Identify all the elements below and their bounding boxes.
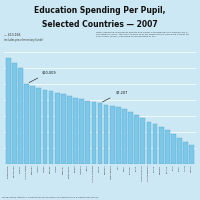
Bar [79, 99, 84, 164]
Text: $10,009: $10,009 [29, 70, 57, 83]
Bar [18, 68, 23, 164]
Bar [140, 118, 145, 164]
Bar [55, 93, 60, 164]
Bar [12, 63, 17, 164]
Text: $7,207: $7,207 [102, 90, 128, 102]
Bar [189, 145, 194, 164]
Bar [122, 109, 127, 164]
Bar [110, 106, 115, 164]
Text: Note: Spending represents private and public expenditures for elementary e
educa: Note: Spending represents private and pu… [96, 32, 189, 37]
Bar [36, 88, 41, 164]
Bar [49, 91, 53, 164]
Bar [24, 84, 29, 164]
Bar [73, 98, 78, 164]
Bar [6, 58, 11, 164]
Text: for Education Statistics, Organisation for Economic Co-Operation and Development: for Education Statistics, Organisation f… [2, 196, 98, 198]
Bar [61, 94, 66, 164]
Bar [98, 103, 102, 164]
Bar [183, 142, 188, 164]
Bar [67, 96, 72, 164]
Bar [43, 90, 47, 164]
Bar [30, 86, 35, 164]
Bar [177, 138, 182, 164]
Text: Education Spending Per Pupil,: Education Spending Per Pupil, [34, 6, 166, 15]
Bar [153, 124, 157, 164]
Bar [134, 115, 139, 164]
Bar [116, 107, 121, 164]
Text: — $13,166: — $13,166 [4, 32, 21, 36]
Bar [159, 127, 164, 164]
Bar [165, 130, 170, 164]
Bar [128, 112, 133, 164]
Text: Selected Countries — 2007: Selected Countries — 2007 [42, 20, 158, 29]
Bar [85, 101, 90, 164]
Bar [171, 134, 176, 164]
Bar [104, 105, 108, 164]
Bar [147, 122, 151, 164]
Bar [92, 102, 96, 164]
Text: includes pre-elementary funds): includes pre-elementary funds) [4, 38, 43, 42]
